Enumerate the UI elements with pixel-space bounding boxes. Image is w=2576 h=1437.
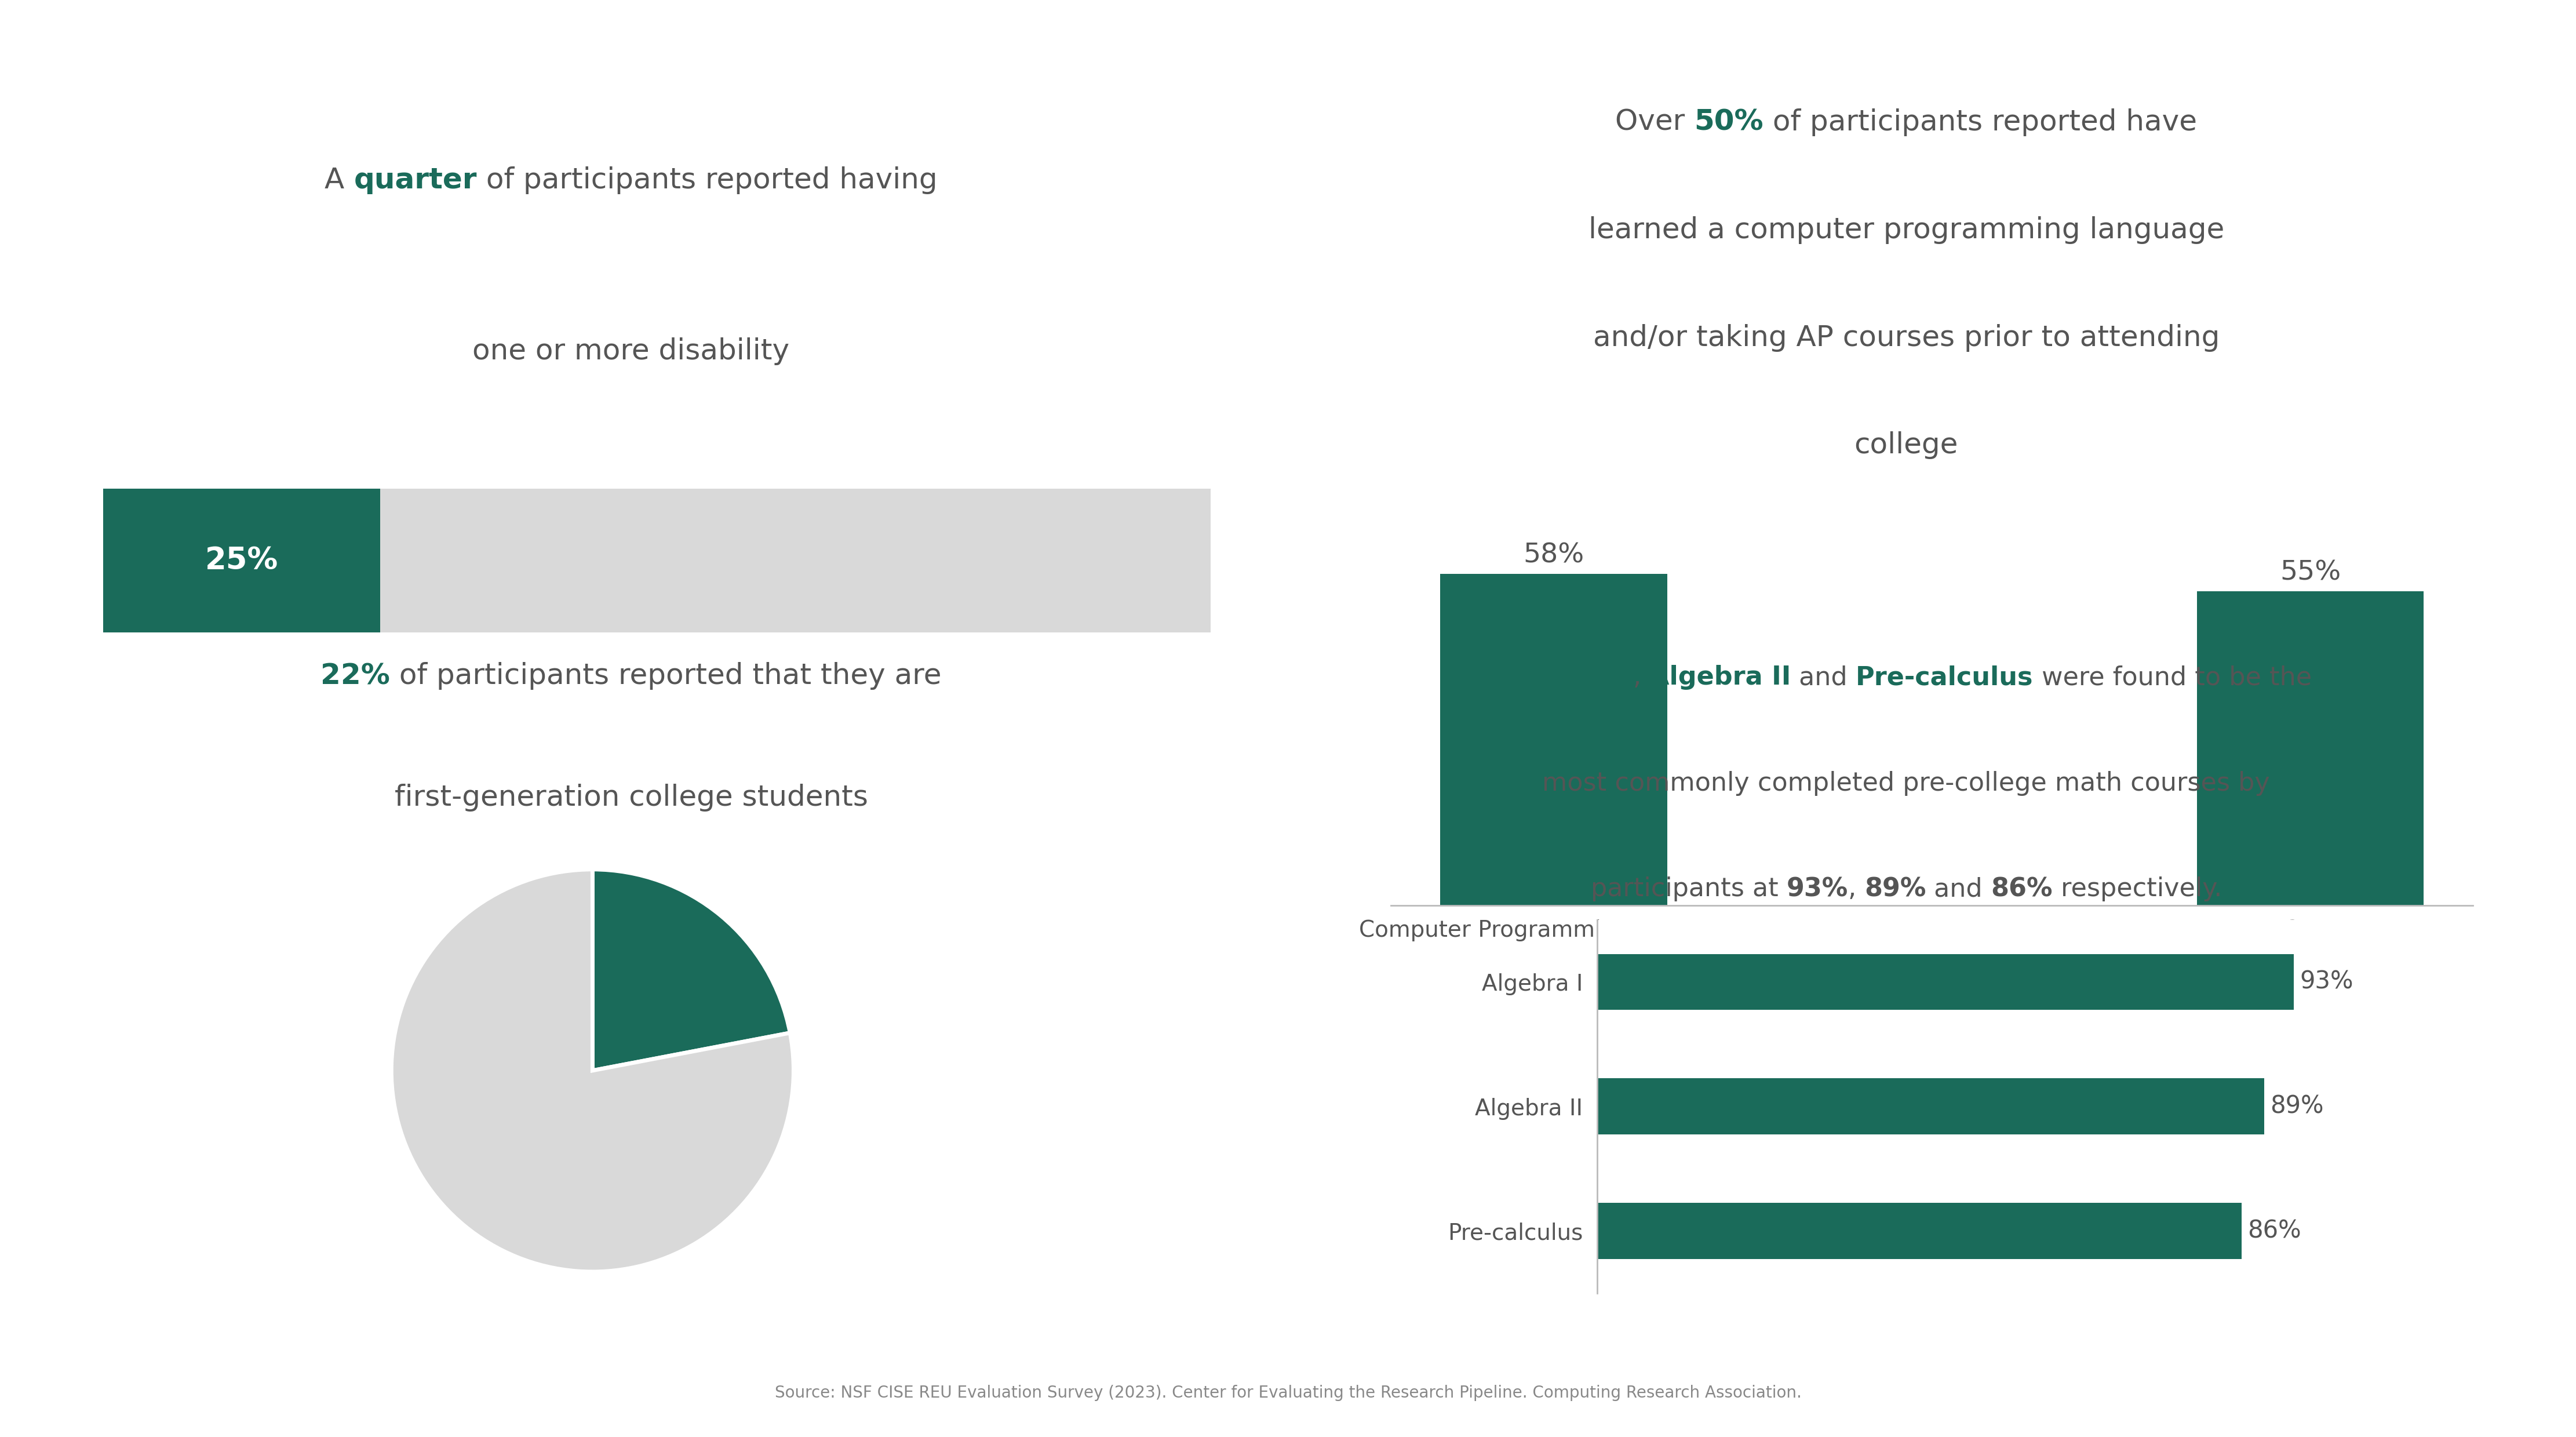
Text: of participants reported have: of participants reported have — [1765, 108, 2197, 137]
Text: most commonly completed pre-college math courses by: most commonly completed pre-college math… — [1543, 770, 2269, 796]
Text: respectively.: respectively. — [2053, 877, 2223, 901]
Text: Algebra II: Algebra II — [1649, 665, 1790, 690]
Bar — [2197, 591, 2424, 905]
Text: 22%: 22% — [319, 662, 389, 690]
Bar — [1597, 954, 2295, 1010]
Text: were found to be the: were found to be the — [2032, 665, 2311, 690]
Text: 93%: 93% — [1785, 877, 1847, 901]
Bar — [381, 489, 1211, 632]
Text: Over: Over — [1615, 108, 1695, 137]
Text: 55%: 55% — [2280, 559, 2342, 585]
Text: 86%: 86% — [1991, 877, 2053, 901]
Text: participants at: participants at — [1589, 877, 1785, 901]
Bar — [103, 489, 381, 632]
Text: 89%: 89% — [2269, 1095, 2324, 1118]
Text: Algebra I: Algebra I — [1502, 665, 1633, 690]
Text: quarter: quarter — [353, 167, 477, 194]
Text: of participants reported having: of participants reported having — [477, 167, 938, 194]
Text: ,: , — [1847, 877, 1865, 901]
Text: 86%: 86% — [2249, 1219, 2300, 1243]
Text: and/or taking AP courses prior to attending: and/or taking AP courses prior to attend… — [1592, 323, 2221, 352]
Bar — [1597, 1203, 2241, 1259]
Text: Pre-calculus: Pre-calculus — [1855, 665, 2032, 690]
Text: college: college — [1855, 431, 1958, 460]
Wedge shape — [392, 869, 793, 1272]
Text: learned a computer programming language: learned a computer programming language — [1589, 216, 2223, 244]
Text: of participants reported that they are: of participants reported that they are — [389, 662, 943, 690]
Wedge shape — [592, 869, 791, 1071]
Text: 50%: 50% — [1695, 108, 1765, 137]
Text: one or more disability: one or more disability — [471, 338, 791, 365]
Text: 25%: 25% — [206, 546, 278, 575]
Text: first-generation college students: first-generation college students — [394, 783, 868, 812]
Text: Source: NSF CISE REU Evaluation Survey (2023). Center for Evaluating the Researc: Source: NSF CISE REU Evaluation Survey (… — [775, 1385, 1801, 1401]
Bar — [1597, 1078, 2264, 1135]
Text: 89%: 89% — [1865, 877, 1927, 901]
Text: ,: , — [1633, 665, 1649, 690]
Text: 58%: 58% — [1522, 542, 1584, 569]
Text: and: and — [1927, 877, 1991, 901]
Text: 93%: 93% — [2300, 970, 2354, 994]
Text: and: and — [1790, 665, 1855, 690]
Bar — [1440, 573, 1667, 905]
Text: A: A — [325, 167, 353, 194]
